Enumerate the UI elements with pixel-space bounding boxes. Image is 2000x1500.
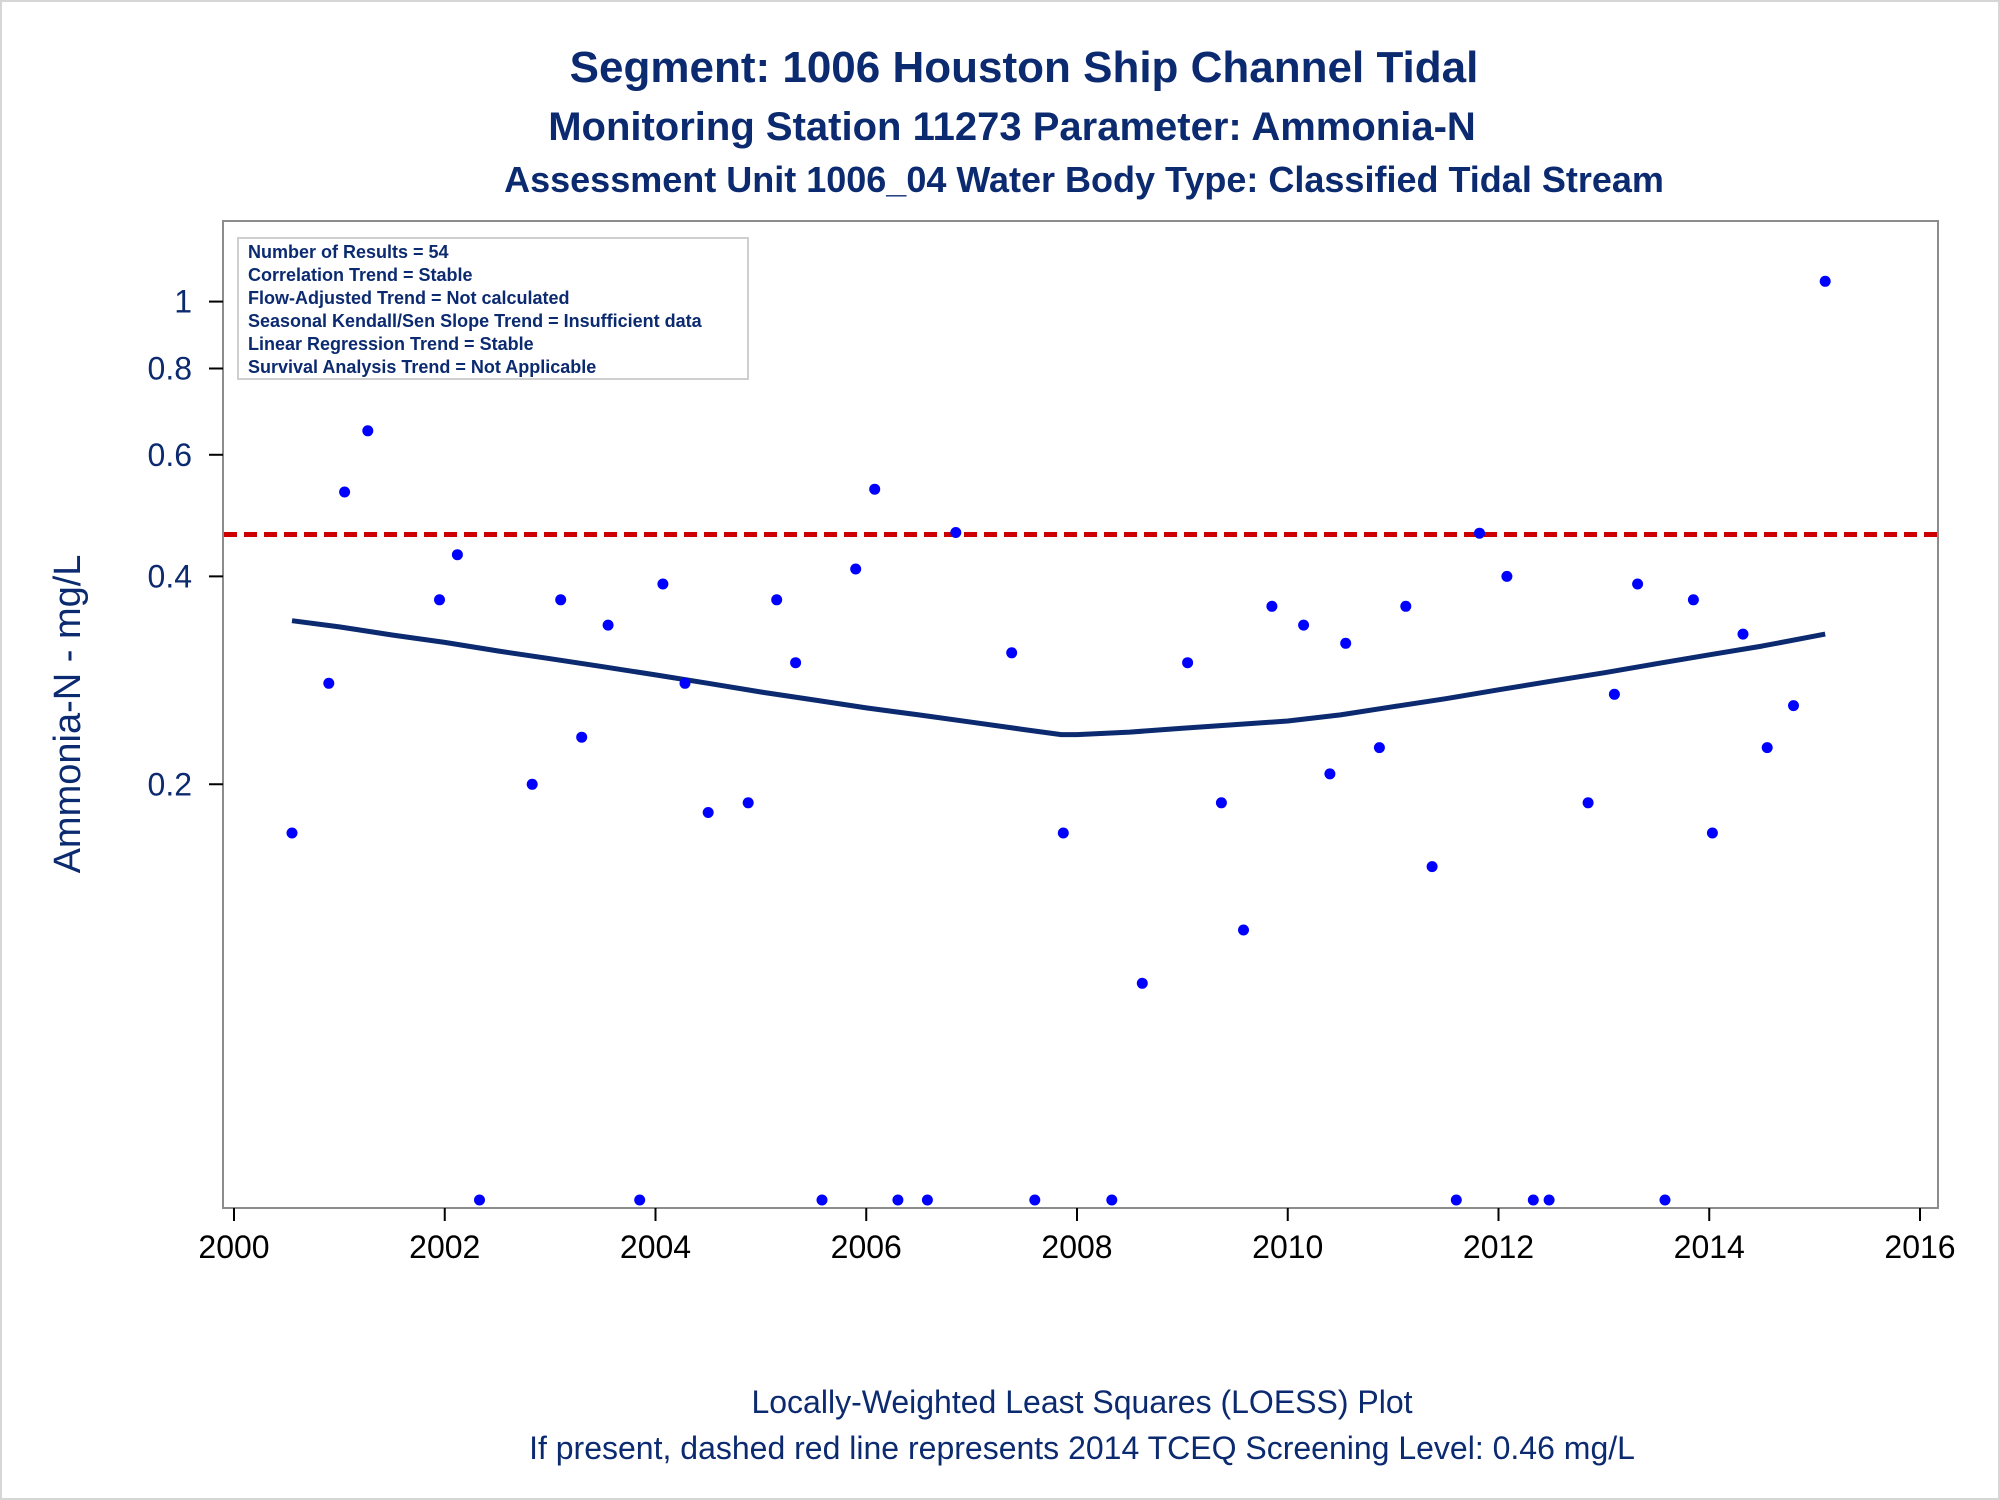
data-point-41 — [1501, 570, 1513, 582]
plot-area — [222, 220, 1939, 1209]
data-point-45 — [1608, 688, 1620, 700]
data-point-49 — [1706, 827, 1718, 839]
data-point-6 — [474, 1194, 485, 1206]
data-point-51 — [1761, 742, 1773, 754]
data-point-27 — [1106, 1194, 1118, 1206]
stats-box: Number of Results = 54 Correlation Trend… — [237, 237, 749, 380]
x-tick-label-6: 2012 — [1463, 1229, 1534, 1265]
stats-line-correlation: Correlation Trend = Stable — [248, 265, 473, 285]
y-axis-label: Ammonia-N - mg/L — [47, 555, 89, 874]
stats-line-survival-analysis: Survival Analysis Trend = Not Applicable — [248, 357, 596, 377]
data-point-35 — [1340, 637, 1352, 649]
data-point-12 — [657, 578, 669, 590]
x-axis: 2000 2002 2004 2006 2008 2010 2012 2014 2016 — [198, 1208, 1956, 1265]
x-tick-label-4: 2008 — [1041, 1229, 1112, 1265]
data-point-38 — [1426, 861, 1438, 873]
data-point-15 — [742, 797, 754, 809]
y-tick-label-2: 0.6 — [148, 437, 192, 473]
data-point-28 — [1136, 977, 1148, 989]
chart-title: Segment: 1006 Houston Ship Channel Tidal — [570, 43, 1479, 92]
data-point-24 — [1006, 647, 1018, 659]
y-tick-label-1: 0.4 — [148, 558, 192, 594]
chart-subtitle-2: Assessment Unit 1006_04 Water Body Type:… — [504, 159, 1664, 200]
x-tick-label-0: 2000 — [198, 1229, 269, 1265]
data-point-47 — [1659, 1194, 1671, 1206]
data-point-22 — [921, 1194, 933, 1206]
data-point-52 — [1788, 700, 1799, 712]
data-point-13 — [679, 677, 691, 689]
y-tick-label-3: 0.8 — [148, 351, 192, 387]
stats-line-flow-adjusted: Flow-Adjusted Trend = Not calculated — [248, 288, 570, 308]
data-point-0 — [286, 827, 298, 839]
data-point-34 — [1324, 768, 1336, 780]
data-point-1 — [323, 677, 335, 689]
footnote-screening-level: If present, dashed red line represents 2… — [529, 1430, 1635, 1466]
data-point-23 — [950, 527, 962, 538]
loess-trend-line — [291, 618, 1826, 738]
stats-line-seasonal-kendall: Seasonal Kendall/Sen Slope Trend = Insuf… — [248, 311, 703, 331]
data-point-3 — [362, 425, 374, 437]
data-point-48 — [1687, 594, 1699, 606]
data-point-8 — [555, 594, 567, 606]
data-point-29 — [1182, 657, 1194, 669]
chart-subtitle: Monitoring Station 11273 Parameter: Ammo… — [548, 105, 1476, 149]
data-point-44 — [1582, 797, 1594, 809]
data-point-10 — [602, 619, 614, 631]
data-point-17 — [790, 657, 802, 669]
stats-line-linear-regression: Linear Regression Trend = Stable — [248, 334, 534, 354]
data-point-25 — [1029, 1194, 1041, 1206]
data-point-32 — [1266, 600, 1278, 612]
data-point-43 — [1543, 1194, 1555, 1206]
data-point-26 — [1057, 827, 1069, 839]
data-point-33 — [1298, 619, 1310, 631]
data-point-2 — [339, 486, 351, 498]
data-point-9 — [576, 731, 588, 743]
data-point-53 — [1819, 275, 1831, 287]
data-point-30 — [1215, 797, 1227, 809]
data-point-5 — [451, 549, 463, 561]
data-point-37 — [1400, 600, 1412, 612]
x-tick-label-3: 2006 — [831, 1229, 902, 1265]
data-point-20 — [869, 483, 881, 495]
stats-line-results: Number of Results = 54 — [248, 242, 449, 262]
data-points — [286, 275, 1831, 1206]
y-tick-label-4: 1 — [174, 284, 192, 320]
data-point-36 — [1373, 742, 1385, 754]
data-point-21 — [892, 1194, 904, 1206]
data-point-16 — [771, 594, 783, 606]
data-point-14 — [702, 807, 714, 818]
x-tick-label-2: 2004 — [620, 1229, 691, 1265]
data-point-4 — [434, 594, 445, 606]
y-axis: 0.2 0.4 0.6 0.8 1 — [148, 284, 223, 802]
y-tick-label-0: 0.2 — [148, 766, 192, 802]
data-point-31 — [1238, 924, 1249, 936]
x-tick-label-8: 2016 — [1884, 1229, 1955, 1265]
data-point-50 — [1737, 628, 1749, 640]
data-point-46 — [1632, 578, 1644, 590]
data-point-19 — [850, 563, 862, 575]
x-tick-label-5: 2010 — [1252, 1229, 1323, 1265]
data-point-40 — [1474, 527, 1485, 539]
x-tick-label-7: 2014 — [1674, 1229, 1745, 1265]
data-point-39 — [1450, 1194, 1462, 1206]
data-point-11 — [634, 1194, 646, 1206]
footnote-loess: Locally-Weighted Least Squares (LOESS) P… — [751, 1384, 1412, 1420]
data-point-7 — [526, 778, 538, 790]
x-tick-label-1: 2002 — [409, 1229, 480, 1265]
data-point-18 — [816, 1194, 828, 1206]
data-point-42 — [1527, 1194, 1539, 1206]
stats-box-border — [237, 237, 749, 380]
